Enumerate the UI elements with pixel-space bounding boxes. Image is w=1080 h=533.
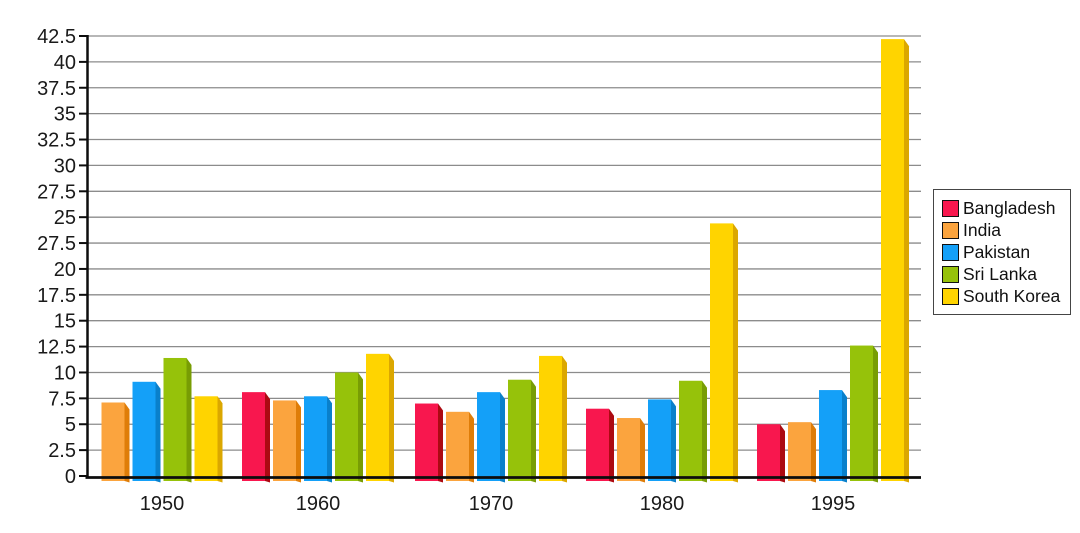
bar-1960-sri-lanka — [335, 372, 358, 481]
y-tick-label: 0 — [65, 466, 76, 488]
y-tick-label: 40 — [54, 52, 76, 74]
y-tick-label: 30 — [54, 155, 76, 177]
y-tick-label: 7.5 — [48, 388, 76, 410]
bar-1970-pakistan-side — [500, 392, 505, 483]
legend-label: South Korea — [963, 286, 1061, 306]
bar-1970-south-korea — [539, 355, 562, 481]
legend-swatch-pakistan — [942, 243, 959, 261]
bar-1995-bangladesh — [757, 424, 780, 481]
bar-1995-pakistan-side — [842, 390, 847, 483]
bar-1970-bangladesh — [415, 403, 438, 481]
y-tick-label: 2.5 — [48, 440, 76, 462]
bar-1980-india-side — [640, 418, 645, 483]
y-tick-label: 32.5 — [37, 130, 76, 152]
bar-1960-south-korea-side — [389, 353, 394, 483]
bar-1950-south-korea-side — [217, 396, 223, 483]
bar-1970-india-side — [469, 411, 474, 483]
bar-1980-india — [617, 418, 640, 481]
bar-1960-india — [273, 400, 296, 481]
y-tick-label: 10 — [54, 362, 76, 384]
bar-1995-bangladesh-side — [780, 424, 785, 483]
legend-swatch-india — [942, 221, 959, 239]
bar-1960-south-korea — [366, 353, 389, 481]
bar-1980-sri-lanka-side — [702, 380, 707, 483]
y-tick-label: 5 — [65, 414, 76, 436]
x-tick-label: 1950 — [140, 493, 185, 515]
legend-label: Bangladesh — [963, 198, 1056, 218]
legend: Bangladesh India Pakistan Sri Lanka Sout… — [933, 189, 1071, 315]
bar-1960-bangladesh-side — [265, 392, 270, 483]
bar-1970-pakistan — [477, 392, 500, 481]
legend-item: Sri Lanka — [942, 263, 1064, 285]
x-tick-label: 1970 — [469, 493, 514, 515]
bar-1950-india — [101, 402, 125, 481]
bar-1980-south-korea-side — [733, 223, 738, 483]
bar-1995-sri-lanka — [850, 345, 873, 481]
legend-item: South Korea — [942, 285, 1064, 307]
y-tick-label: 35 — [54, 104, 76, 126]
bar-1995-india-side — [811, 422, 816, 483]
bar-1950-south-korea — [194, 396, 218, 481]
y-tick-label: 15 — [54, 311, 76, 333]
legend-label: Sri Lanka — [963, 264, 1037, 284]
bar-1980-bangladesh-side — [609, 408, 614, 483]
bar-1995-india — [788, 422, 811, 481]
bar-1980-bangladesh — [586, 408, 609, 481]
bar-1970-bangladesh-side — [438, 403, 443, 483]
bar-1980-pakistan — [648, 399, 671, 481]
y-tick-label: 25 — [54, 207, 76, 229]
bar-1950-sri-lanka — [163, 357, 187, 481]
legend-item: Bangladesh — [942, 197, 1064, 219]
x-tick-label: 1980 — [640, 493, 685, 515]
x-tick-label: 1995 — [811, 493, 856, 515]
bar-1960-pakistan — [304, 396, 327, 481]
bar-1950-sri-lanka-side — [186, 357, 192, 483]
bar-1950-india-side — [124, 402, 130, 483]
bar-1970-sri-lanka-side — [531, 379, 536, 483]
x-tick-label: 1960 — [296, 493, 341, 515]
bar-1960-pakistan-side — [327, 396, 332, 483]
y-tick-label: 12.5 — [37, 337, 76, 359]
y-tick-label: 17.5 — [37, 285, 76, 307]
bar-1970-south-korea-side — [562, 355, 567, 483]
legend-swatch-sri-lanka — [942, 265, 959, 283]
legend-item: India — [942, 219, 1064, 241]
bar-1995-south-korea-side — [904, 39, 909, 483]
bar-1980-south-korea — [710, 223, 733, 481]
bar-1960-india-side — [296, 400, 301, 483]
bar-1980-sri-lanka — [679, 380, 702, 481]
y-tick-label: 37.5 — [37, 78, 76, 100]
legend-label: India — [963, 220, 1001, 240]
legend-swatch-south-korea — [942, 287, 959, 305]
legend-label: Pakistan — [963, 242, 1031, 262]
bar-1960-bangladesh — [242, 392, 265, 481]
legend-swatch-bangladesh — [942, 199, 959, 217]
bar-1980-pakistan-side — [671, 399, 676, 483]
y-tick-label: 27.5 — [37, 181, 76, 203]
y-tick-label: 20 — [54, 259, 76, 281]
bar-1950-pakistan-side — [155, 381, 161, 483]
bar-1970-india — [446, 411, 469, 481]
legend-item: Pakistan — [942, 241, 1064, 263]
bar-1995-south-korea — [881, 39, 904, 481]
bar-1995-pakistan — [819, 390, 842, 481]
bar-1995-sri-lanka-side — [873, 345, 878, 483]
bar-1970-sri-lanka — [508, 379, 531, 481]
y-tick-label: 42.5 — [37, 26, 76, 48]
bar-1960-sri-lanka-side — [358, 372, 363, 483]
bar-1950-pakistan — [132, 381, 156, 481]
y-tick-label: 27.5 — [37, 233, 76, 255]
